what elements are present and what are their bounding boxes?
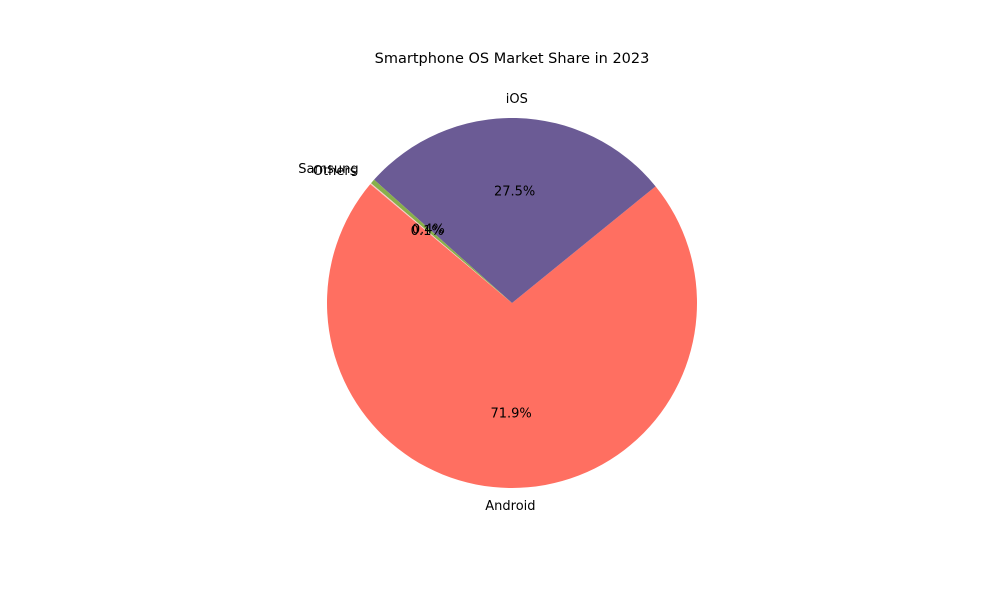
slice-pct-android: 71.9% [490, 406, 531, 421]
slice-pct-others: 0.1% [411, 224, 444, 239]
slice-samsung [371, 179, 512, 303]
chart-title: Smartphone OS Market Share in 2023 [375, 51, 650, 67]
slice-android [327, 184, 697, 488]
slice-pct-samsung: 0.4% [412, 223, 445, 238]
slice-ios [374, 117, 656, 303]
slice-pct-ios: 27.5% [494, 185, 535, 200]
slice-label-android: Android [485, 499, 535, 514]
slice-label-ios: iOS [506, 92, 528, 107]
slice-others [370, 183, 512, 303]
slice-label-others: Others [313, 164, 357, 179]
pie-slices [327, 117, 697, 488]
slice-label-samsung: Samsung [298, 162, 358, 177]
pie-labels: Android 71.9% iOS 27.5% Samsung 0.4% Others 0.1… [298, 92, 535, 514]
